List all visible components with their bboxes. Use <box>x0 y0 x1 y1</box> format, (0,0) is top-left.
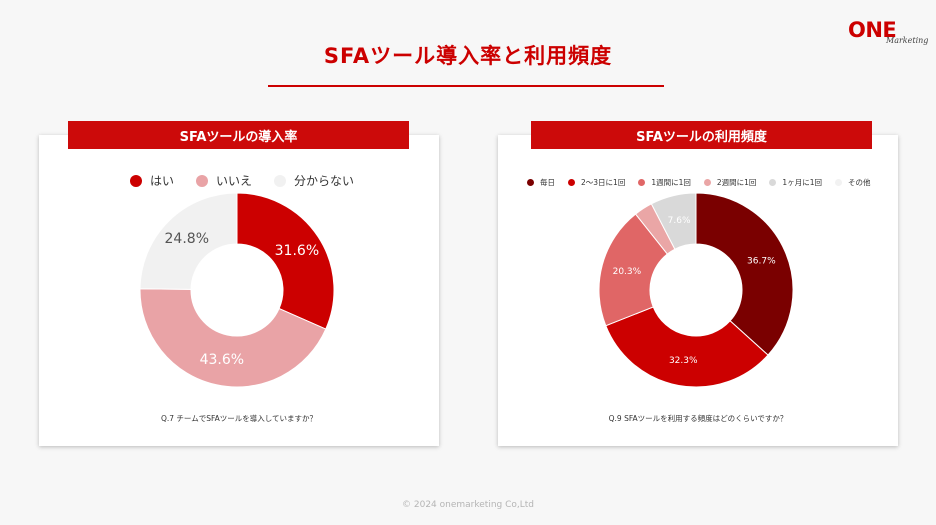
slice-data-label: 20.3% <box>613 267 642 277</box>
adoption-chart-card <box>39 135 439 446</box>
legend-label: 1週間に1回 <box>651 178 691 187</box>
frequency-question: Q.9 SFAツールを利用する頻度はどのくらいですか？ <box>608 414 788 423</box>
legend-item: 毎日 <box>527 177 555 188</box>
legend-item: 分からない <box>274 172 354 189</box>
legend-label: いいえ <box>216 174 253 188</box>
legend-label: 2週間に1回 <box>716 178 757 187</box>
logo-subtext: Marketing <box>886 36 929 45</box>
legend-label: 2〜3日に1回 <box>581 178 626 187</box>
legend-item: その他 <box>834 177 871 188</box>
slice-data-label: 31.6% <box>275 243 319 259</box>
legend-item: 1週間に1回 <box>638 177 691 188</box>
page-title: SFAツール導入率と利用頻度 <box>323 44 613 68</box>
brand-logo: ONE Marketing <box>848 18 928 48</box>
slice-data-label: 43.6% <box>200 352 244 368</box>
slice-data-label: 7.6% <box>668 216 691 226</box>
donut-slice <box>598 213 669 327</box>
legend-label: はい <box>150 174 175 188</box>
legend-item: いいえ <box>196 172 252 189</box>
frequency-chart-card <box>498 135 898 446</box>
frequency-chart-title: SFAツールの利用頻度 <box>531 121 872 149</box>
donut-slice <box>236 192 335 330</box>
slice-data-label: 36.7% <box>747 256 776 266</box>
legend-item: 1ヶ月に1回 <box>769 177 822 188</box>
adoption-question: Q.7 チームでSFAツールを導入していますか？ <box>160 414 317 423</box>
legend-swatch <box>769 179 777 186</box>
legend-swatch <box>834 179 842 186</box>
adoption-chart-title: SFAツールの導入率 <box>68 121 409 149</box>
donut-slice <box>605 306 769 388</box>
donut-slice <box>695 192 794 356</box>
copyright-footer: © 2024 onemarketing Co,Ltd <box>402 500 534 510</box>
legend-swatch <box>568 179 575 186</box>
legend-swatch <box>130 174 142 187</box>
frequency-donut-chart: 36.7% 32.3% 20.3% 7.6% <box>598 192 794 388</box>
legend-label: その他 <box>847 178 871 187</box>
legend-swatch <box>703 179 711 186</box>
title-divider <box>268 85 664 87</box>
slice-data-label: 32.3% <box>669 356 698 366</box>
frequency-legend: 毎日 2〜3日に1回 1週間に1回 2週間に1回 1ヶ月に1回 その他 <box>527 177 883 188</box>
donut-slice <box>139 192 238 290</box>
logo-text: ONE <box>848 18 897 42</box>
legend-swatch <box>196 174 209 187</box>
legend-item: 2週間に1回 <box>703 177 757 188</box>
legend-item: 2〜3日に1回 <box>568 177 625 188</box>
slice-data-label: 24.8% <box>165 231 209 247</box>
legend-swatch <box>274 174 287 187</box>
donut-slice <box>139 288 327 388</box>
legend-label: 毎日 <box>540 178 555 187</box>
legend-swatch <box>638 179 646 186</box>
legend-label: 1ヶ月に1回 <box>782 178 822 187</box>
legend-swatch <box>527 179 534 186</box>
adoption-legend: はい いいえ 分からない <box>130 172 376 189</box>
legend-label: 分からない <box>294 174 355 188</box>
adoption-donut-chart: 31.6% 43.6% 24.8% <box>139 192 335 388</box>
donut-slice <box>650 192 697 250</box>
legend-item: はい <box>130 172 174 189</box>
